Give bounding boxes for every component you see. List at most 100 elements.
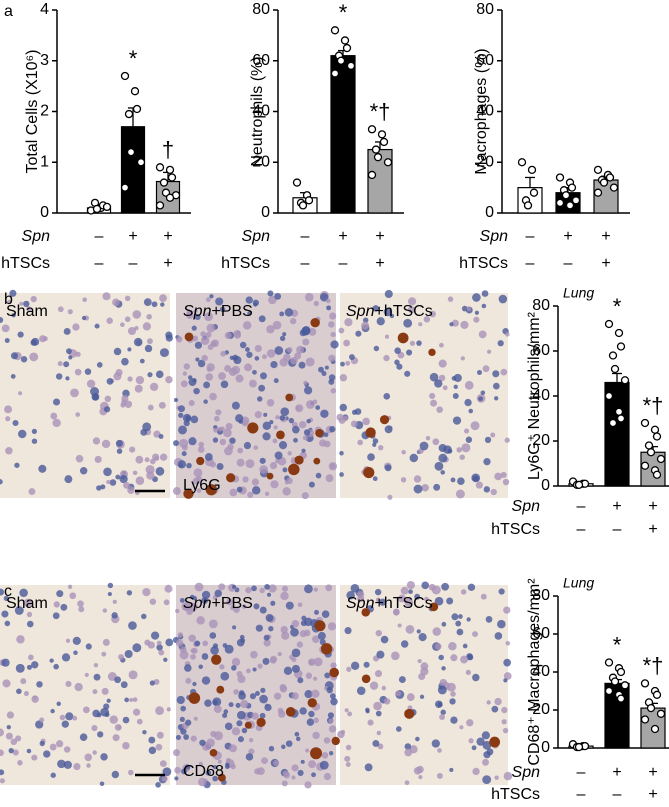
cell	[355, 330, 362, 337]
cell	[274, 346, 284, 355]
cell	[29, 352, 39, 362]
cell	[239, 341, 247, 349]
stained-cell	[313, 457, 321, 465]
stained-cell	[247, 422, 259, 434]
cell	[111, 770, 120, 779]
cell	[379, 598, 387, 606]
image-label: Ly6G	[183, 477, 221, 494]
significance-mark: *	[339, 0, 348, 25]
cell	[270, 600, 276, 606]
data-point	[367, 170, 377, 180]
cell	[312, 399, 318, 405]
cell	[149, 680, 155, 686]
cell	[61, 653, 71, 662]
cell	[439, 714, 445, 720]
cell	[408, 306, 416, 314]
cell	[91, 724, 98, 732]
cell	[263, 639, 271, 647]
cell	[304, 690, 313, 699]
cell	[299, 707, 307, 715]
cell	[31, 754, 38, 761]
cell	[115, 369, 123, 377]
cell	[160, 302, 165, 307]
cell	[272, 320, 282, 330]
cell	[414, 593, 421, 600]
factor-level: –	[526, 228, 535, 245]
data-point	[155, 201, 165, 210]
cell	[36, 681, 43, 688]
cell	[225, 762, 230, 768]
cell	[340, 361, 345, 367]
cell	[470, 421, 480, 431]
cell	[159, 348, 169, 358]
cell	[82, 297, 87, 302]
cell	[438, 359, 447, 368]
cell	[229, 744, 237, 753]
cell	[281, 631, 290, 640]
cell	[68, 355, 73, 360]
cell	[185, 415, 191, 421]
cell	[356, 686, 366, 696]
cell	[404, 370, 411, 377]
cell	[65, 680, 72, 687]
cell	[79, 733, 88, 741]
cell	[121, 394, 129, 403]
cell	[49, 743, 57, 751]
cell	[328, 321, 335, 328]
cell	[311, 772, 316, 778]
cell	[384, 464, 392, 472]
cell	[313, 657, 323, 667]
cell	[26, 748, 32, 754]
cell	[166, 707, 171, 712]
cell	[251, 478, 260, 486]
cell	[255, 691, 260, 696]
cell	[165, 331, 173, 339]
cell	[494, 697, 502, 706]
cell	[299, 630, 307, 638]
cell	[193, 468, 203, 478]
cell	[481, 290, 489, 297]
cell	[61, 720, 69, 728]
cell	[459, 725, 464, 730]
cell	[400, 477, 407, 483]
data-point	[640, 418, 650, 428]
cell	[144, 344, 153, 353]
cell	[264, 491, 270, 496]
cell	[198, 441, 205, 448]
cell	[185, 677, 192, 684]
cell	[0, 479, 3, 485]
cell	[136, 718, 143, 725]
cell	[305, 357, 315, 367]
significance-mark: *	[613, 294, 622, 319]
cell	[243, 441, 252, 450]
cell	[318, 366, 324, 373]
y-tick-label: 60	[532, 342, 550, 359]
cell	[297, 602, 303, 608]
image-label-italic: Spn	[346, 595, 375, 612]
cell	[143, 298, 152, 307]
cell	[300, 759, 305, 764]
cell	[0, 588, 5, 596]
cell	[216, 463, 224, 470]
cell	[212, 699, 218, 706]
significance-mark: *	[613, 632, 622, 657]
cell	[407, 297, 417, 306]
factor-level: +	[128, 228, 137, 245]
image-label: Spn+hTSCs	[346, 303, 433, 320]
cell	[346, 666, 352, 672]
cell	[94, 323, 100, 329]
cell	[50, 772, 56, 778]
cell	[113, 347, 122, 356]
cell	[19, 301, 24, 306]
cell	[219, 306, 226, 313]
y-tick-label: 40	[476, 103, 494, 120]
cell	[269, 420, 274, 425]
cell	[476, 369, 483, 376]
cell	[471, 745, 477, 751]
cell	[222, 643, 228, 648]
cell	[330, 697, 338, 706]
cell	[239, 634, 245, 640]
y-tick-label: 80	[532, 587, 550, 604]
cell	[471, 473, 481, 483]
cell	[155, 466, 165, 476]
